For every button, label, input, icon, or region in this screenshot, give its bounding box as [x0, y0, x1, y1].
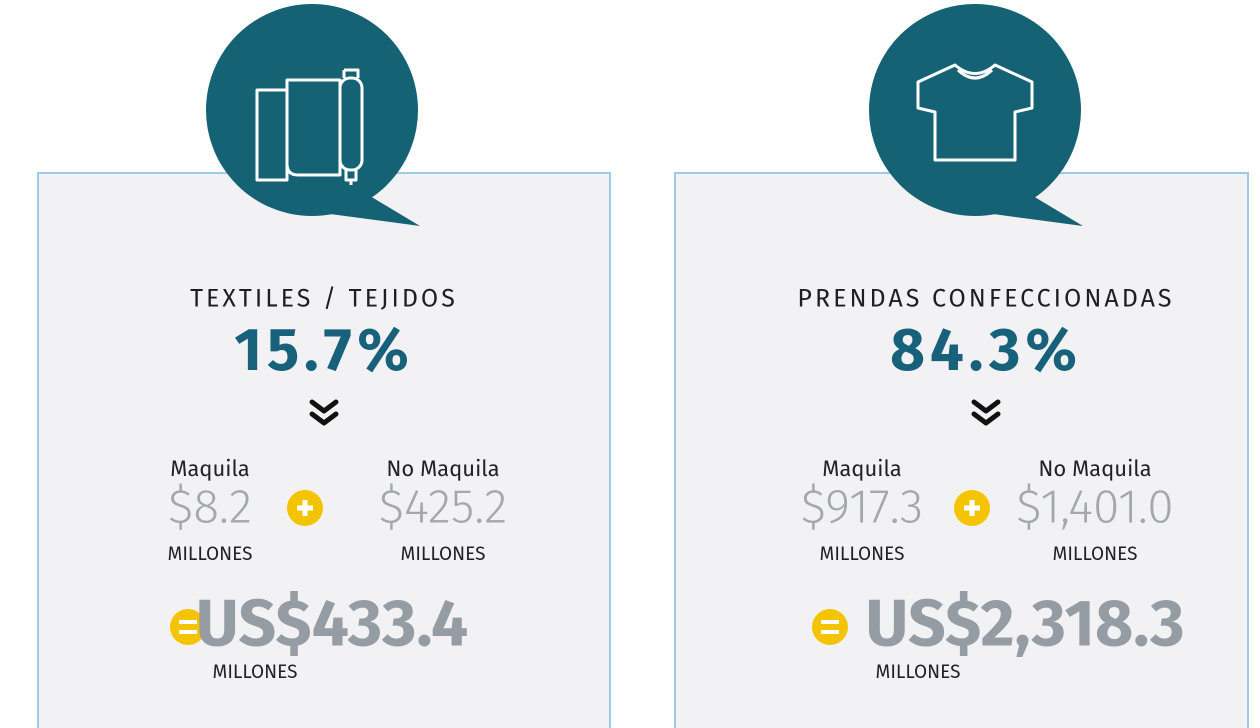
maquila-unit: MILLONES [820, 543, 905, 566]
percent: 15.7% [234, 314, 414, 386]
maquila-unit: MILLONES [168, 543, 253, 566]
total-unit: MILLONES [213, 661, 298, 684]
no-maquila-label: No Maquila [1038, 455, 1151, 482]
plus-sign [297, 500, 313, 516]
equals-sign [821, 620, 839, 634]
maquila-value: $8.2 [168, 478, 252, 536]
maquila-label: Maquila [822, 455, 902, 482]
no-maquila-value: $425.2 [379, 478, 507, 536]
panel-title: TEXTILES / TEJIDOS [190, 284, 458, 314]
maquila-label: Maquila [170, 455, 250, 482]
no-maquila-label: No Maquila [386, 455, 499, 482]
no-maquila-value: $1,401.0 [1016, 478, 1173, 536]
total-value: US$2,318.3 [865, 585, 1184, 664]
equals-icon [812, 609, 848, 645]
no-maquila-unit: MILLONES [1053, 543, 1138, 566]
panel-box [37, 172, 611, 728]
percent: 84.3% [890, 314, 1082, 386]
no-maquila-unit: MILLONES [401, 543, 486, 566]
equals-icon [170, 609, 206, 645]
chevron-icon [309, 399, 339, 426]
icon-bubble [869, 4, 1083, 226]
equals-sign [179, 620, 197, 634]
total-value: US$433.4 [196, 585, 468, 664]
total-unit: MILLONES [876, 661, 961, 684]
icon-bubble [206, 4, 420, 226]
plus-sign [964, 500, 980, 516]
panel-title: PRENDAS CONFECCIONADAS [797, 284, 1174, 314]
chevron-icon [971, 399, 1001, 426]
maquila-value: $917.3 [801, 478, 924, 536]
panel-box [674, 172, 1249, 728]
